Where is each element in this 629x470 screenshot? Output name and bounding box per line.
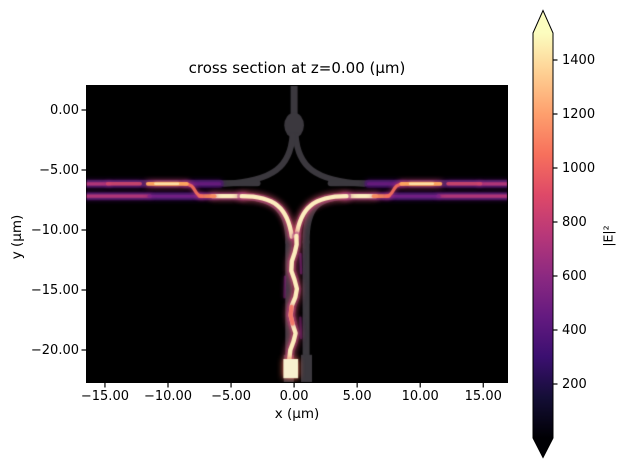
y-tick-label: −15.00 [30,282,79,298]
x-tick-label: 10.00 [401,389,439,404]
colorbar-tick-label: 1200 [562,106,596,122]
colorbar-tick-label: 200 [562,376,587,392]
x-tick-label: −10.00 [143,389,193,404]
x-axis-label: x (µm) [274,406,320,422]
plot-title: cross section at z=0.00 (µm) [188,59,406,77]
colorbar-bar [532,9,554,459]
colorbar-tick-label: 600 [562,268,587,284]
colorbar-tick-label: 400 [562,322,587,338]
x-tick-label: 5.00 [342,389,372,404]
y-tick-label: −10.00 [30,222,79,238]
x-tick-label: 15.00 [464,389,502,404]
x-tick-label: −5.00 [211,389,251,404]
y-tick-label: −5.00 [39,162,79,178]
x-tick-label: 0.00 [279,389,309,404]
colorbar-tick-label: 1400 [562,52,596,68]
colorbar-tick-label: 800 [562,214,587,230]
y-tick-label: −20.00 [30,342,79,358]
colorbar-tick-label: 1000 [562,160,596,176]
x-tick-label: −15.00 [80,389,129,404]
heatmap-canvas [86,85,508,383]
y-tick-label: 0.00 [50,102,79,118]
